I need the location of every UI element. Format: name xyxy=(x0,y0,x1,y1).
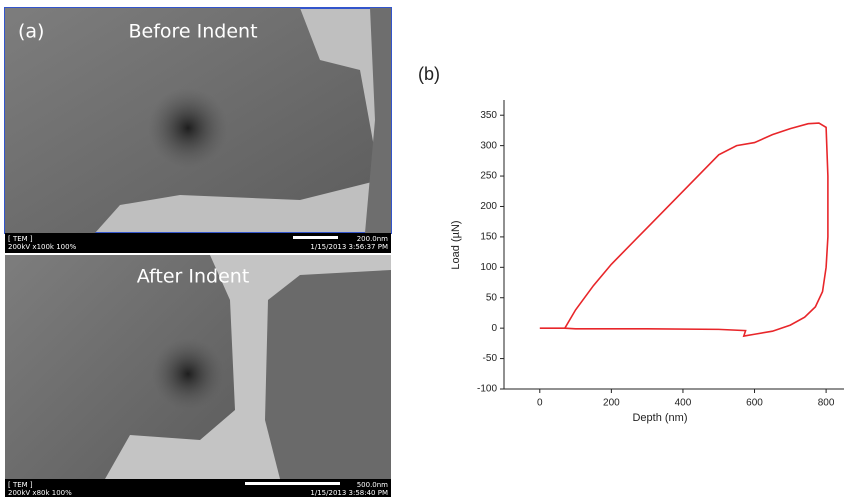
x-axis-label: Depth (nm) xyxy=(632,412,687,424)
mode: [ TEM ] xyxy=(8,481,33,489)
x-tick-label: 800 xyxy=(818,398,835,409)
scale: 200.0nm xyxy=(357,235,388,243)
image-caption: After Indent xyxy=(137,266,250,288)
tem-image-bottom: After Indent [ TEM ] 200kV x80k 100% 500… xyxy=(5,255,391,497)
x-tick-label: 400 xyxy=(675,398,692,409)
scale: 500.0nm xyxy=(357,481,388,489)
y-tick-label: 100 xyxy=(480,262,497,273)
panel-label: (b) xyxy=(418,64,440,84)
image-caption: Before Indent xyxy=(128,21,257,43)
y-tick-label: 250 xyxy=(480,171,497,182)
scale-bar xyxy=(245,482,340,485)
y-tick-label: -50 xyxy=(483,353,498,364)
mode: [ TEM ] xyxy=(8,235,33,243)
x-tick-label: 0 xyxy=(537,398,543,409)
timestamp: 1/15/2013 3:56:37 PM xyxy=(310,243,388,251)
y-tick-label: 150 xyxy=(480,232,497,243)
settings: 200kV x100k 100% xyxy=(8,243,77,251)
y-tick-label: 200 xyxy=(480,201,497,212)
settings: 200kV x80k 100% xyxy=(8,489,72,497)
load-curve xyxy=(539,122,829,338)
panel-label: (a) xyxy=(18,21,44,43)
y-tick-label: 0 xyxy=(491,323,497,334)
y-tick-label: 50 xyxy=(486,292,498,303)
tem-image-top: (a) Before Indent [ TEM ] 200kV x100k 10… xyxy=(4,7,392,253)
scale-bar xyxy=(293,236,338,239)
timestamp: 1/15/2013 3:58:40 PM xyxy=(310,489,388,497)
y-axis-label: Load (µN) xyxy=(450,220,462,269)
y-tick-label: 300 xyxy=(480,140,497,151)
y-tick-label: -100 xyxy=(477,384,497,395)
x-tick-label: 600 xyxy=(746,398,763,409)
x-tick-label: 200 xyxy=(603,398,620,409)
y-tick-label: 350 xyxy=(480,110,497,121)
